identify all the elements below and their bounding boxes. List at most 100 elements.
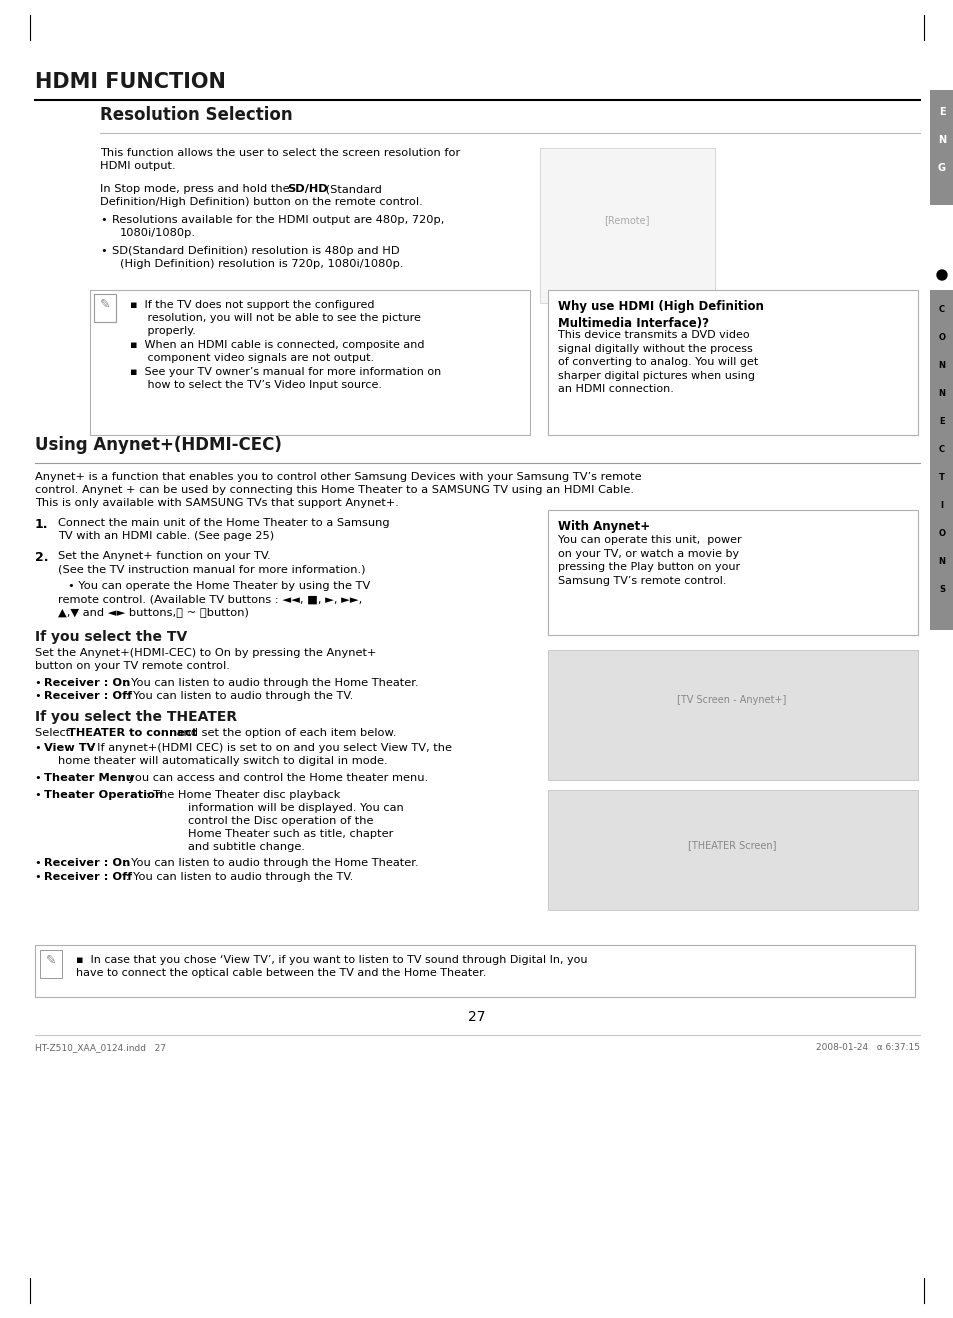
FancyBboxPatch shape	[547, 290, 917, 435]
Text: [THEATER Screen]: [THEATER Screen]	[687, 840, 776, 850]
Text: ✎: ✎	[100, 298, 111, 311]
Text: C: C	[938, 306, 944, 315]
Text: Using Anynet+(HDMI-CEC): Using Anynet+(HDMI-CEC)	[35, 436, 281, 453]
Text: information will be displayed. You can: information will be displayed. You can	[188, 803, 403, 813]
Text: O: O	[938, 530, 944, 539]
Text: [Remote]: [Remote]	[603, 215, 649, 225]
Text: N: N	[937, 134, 945, 145]
Text: 27: 27	[468, 1010, 485, 1024]
Text: HT-Z510_XAA_0124.indd   27: HT-Z510_XAA_0124.indd 27	[35, 1043, 166, 1052]
Text: This device transmits a DVD video
signal digitally without the process
of conver: This device transmits a DVD video signal…	[558, 330, 758, 394]
Text: component video signals are not output.: component video signals are not output.	[130, 353, 374, 362]
FancyBboxPatch shape	[539, 148, 714, 303]
Text: You can operate this unit,  power
on your TV, or watch a movie by
pressing the P: You can operate this unit, power on your…	[558, 535, 740, 585]
FancyBboxPatch shape	[547, 510, 917, 635]
FancyBboxPatch shape	[90, 290, 530, 435]
Text: I: I	[940, 502, 943, 510]
Text: properly.: properly.	[130, 326, 195, 336]
Text: E: E	[938, 107, 944, 117]
Text: Theater Menu: Theater Menu	[44, 772, 133, 783]
Text: THEATER to connect: THEATER to connect	[68, 728, 197, 738]
Text: E: E	[938, 418, 943, 427]
Text: With Anynet+: With Anynet+	[558, 521, 649, 532]
Text: Receiver : Off: Receiver : Off	[44, 691, 132, 701]
Text: C: C	[938, 445, 944, 455]
Text: N: N	[938, 361, 944, 370]
FancyBboxPatch shape	[929, 290, 953, 630]
Text: SD/HD: SD/HD	[287, 185, 328, 194]
Text: 2008-01-24   ⍺ 6:37:15: 2008-01-24 ⍺ 6:37:15	[815, 1043, 919, 1052]
Text: •: •	[35, 789, 46, 800]
Text: N: N	[938, 558, 944, 567]
Text: ▪  When an HDMI cable is connected, composite and: ▪ When an HDMI cable is connected, compo…	[130, 340, 424, 351]
Text: have to connect the optical cable between the TV and the Home Theater.: have to connect the optical cable betwee…	[76, 967, 486, 978]
Text: [TV Screen - Anynet+]: [TV Screen - Anynet+]	[677, 695, 786, 705]
Text: button on your TV remote control.: button on your TV remote control.	[35, 662, 230, 671]
Text: home theater will automatically switch to digital in mode.: home theater will automatically switch t…	[58, 757, 387, 766]
Text: Set the Anynet+(HDMI-CEC) to On by pressing the Anynet+: Set the Anynet+(HDMI-CEC) to On by press…	[35, 648, 376, 658]
FancyBboxPatch shape	[35, 945, 914, 996]
Text: HDMI FUNCTION: HDMI FUNCTION	[35, 72, 226, 92]
Text: and subtitle change.: and subtitle change.	[188, 842, 305, 851]
Text: If you select the TV: If you select the TV	[35, 630, 187, 645]
Text: Home Theater such as title, chapter: Home Theater such as title, chapter	[188, 829, 393, 840]
Text: (High Definition) resolution is 720p, 1080i/1080p.: (High Definition) resolution is 720p, 10…	[120, 260, 403, 269]
Text: : You can listen to audio through the Home Theater.: : You can listen to audio through the Ho…	[120, 677, 418, 688]
Text: O: O	[938, 333, 944, 343]
Text: Receiver : On: Receiver : On	[44, 677, 131, 688]
Text: ▪  If the TV does not support the configured: ▪ If the TV does not support the configu…	[130, 301, 375, 310]
Text: ▪  See your TV owner’s manual for more information on: ▪ See your TV owner’s manual for more in…	[130, 366, 441, 377]
Text: TV with an HDMI cable. (See page 25): TV with an HDMI cable. (See page 25)	[58, 531, 274, 540]
Text: G: G	[937, 163, 945, 173]
Text: Anynet+ is a function that enables you to control other Samsung Devices with you: Anynet+ is a function that enables you t…	[35, 472, 641, 482]
Text: •: •	[35, 743, 46, 753]
Text: control. Anynet + can be used by connecting this Home Theater to a SAMSUNG TV us: control. Anynet + can be used by connect…	[35, 485, 634, 496]
FancyBboxPatch shape	[547, 789, 917, 909]
Text: •: •	[35, 677, 46, 688]
FancyBboxPatch shape	[40, 950, 62, 978]
Text: ▲,▼ and ◄► buttons,⓪ ~ Ⓣbutton): ▲,▼ and ◄► buttons,⓪ ~ Ⓣbutton)	[58, 608, 249, 617]
Text: ✎: ✎	[46, 954, 56, 967]
Text: Theater Operation: Theater Operation	[44, 789, 163, 800]
Text: Definition/High Definition) button on the remote control.: Definition/High Definition) button on th…	[100, 196, 422, 207]
Text: 1080i/1080p.: 1080i/1080p.	[120, 228, 195, 239]
Text: If you select the THEATER: If you select the THEATER	[35, 710, 237, 724]
Text: •: •	[35, 873, 46, 882]
Text: • You can operate the Home Theater by using the TV: • You can operate the Home Theater by us…	[68, 581, 370, 590]
Text: S: S	[938, 585, 944, 594]
Text: ▪  In case that you chose ‘View TV’, if you want to listen to TV sound through D: ▪ In case that you chose ‘View TV’, if y…	[76, 956, 587, 965]
Text: : You can listen to audio through the TV.: : You can listen to audio through the TV…	[122, 873, 353, 882]
Text: Set the Anynet+ function on your TV.: Set the Anynet+ function on your TV.	[58, 551, 271, 561]
Text: Select: Select	[35, 728, 73, 738]
FancyBboxPatch shape	[547, 650, 917, 780]
Text: Receiver : On: Receiver : On	[44, 858, 131, 869]
Text: : You can listen to audio through the TV.: : You can listen to audio through the TV…	[122, 691, 353, 701]
Text: •: •	[100, 215, 107, 225]
FancyBboxPatch shape	[94, 294, 116, 322]
Text: how to select the TV’s Video Input source.: how to select the TV’s Video Input sourc…	[130, 380, 381, 390]
Text: In Stop mode, press and hold the: In Stop mode, press and hold the	[100, 185, 293, 194]
Text: •: •	[35, 691, 46, 701]
FancyBboxPatch shape	[929, 90, 953, 206]
Text: control the Disc operation of the: control the Disc operation of the	[188, 816, 374, 826]
Circle shape	[936, 270, 946, 279]
Text: Resolution Selection: Resolution Selection	[100, 105, 293, 124]
Text: 2.: 2.	[35, 551, 49, 564]
Text: remote control. (Available TV buttons : ◄◄, ■, ►, ►►,: remote control. (Available TV buttons : …	[58, 594, 362, 604]
Text: This function allows the user to select the screen resolution for: This function allows the user to select …	[100, 148, 459, 158]
Text: T: T	[938, 473, 944, 482]
Text: : If anynet+(HDMI CEC) is set to on and you select View TV, the: : If anynet+(HDMI CEC) is set to on and …	[86, 743, 452, 753]
Text: and set the option of each item below.: and set the option of each item below.	[172, 728, 395, 738]
Text: Connect the main unit of the Home Theater to a Samsung: Connect the main unit of the Home Theate…	[58, 518, 389, 529]
Text: Receiver : Off: Receiver : Off	[44, 873, 132, 882]
Text: 1.: 1.	[35, 518, 49, 531]
Text: This is only available with SAMSUNG TVs that support Anynet+.: This is only available with SAMSUNG TVs …	[35, 498, 398, 507]
Text: (Standard: (Standard	[322, 185, 381, 194]
Text: Resolutions available for the HDMI output are 480p, 720p,: Resolutions available for the HDMI outpu…	[112, 215, 444, 225]
Text: •: •	[100, 246, 107, 256]
Text: (See the TV instruction manual for more information.): (See the TV instruction manual for more …	[58, 564, 365, 575]
Text: View TV: View TV	[44, 743, 95, 753]
Text: N: N	[938, 390, 944, 398]
Text: resolution, you will not be able to see the picture: resolution, you will not be able to see …	[130, 312, 420, 323]
Text: : you can access and control the Home theater menu.: : you can access and control the Home th…	[117, 772, 428, 783]
